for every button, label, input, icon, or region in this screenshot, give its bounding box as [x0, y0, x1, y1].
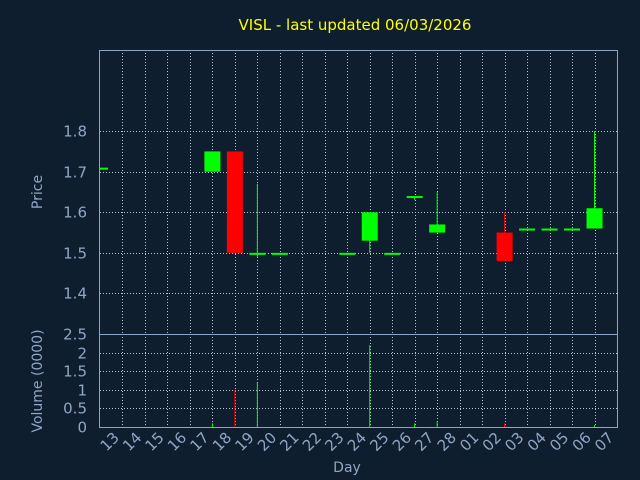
candle-body: [586, 208, 603, 229]
candle-body: [541, 228, 558, 231]
price-panel-frame: [99, 50, 618, 335]
candle-body: [519, 228, 536, 231]
candle-body: [361, 212, 378, 241]
x-axis-label: Day: [333, 460, 361, 476]
candle-body: [204, 151, 221, 172]
candle-body: [496, 232, 513, 261]
price-axis-label: Price: [30, 175, 46, 209]
candle-body: [271, 252, 288, 255]
volume-tick-label: 0.5: [63, 400, 87, 418]
volume-panel-frame: [99, 334, 618, 428]
price-tick-label: 1.4: [63, 285, 87, 303]
volume-tick-label: 0: [77, 419, 87, 437]
candle-body: [406, 196, 423, 199]
candle-body: [339, 252, 356, 255]
price-panel: [100, 131, 603, 261]
grid-lines: [100, 50, 617, 428]
candle-body: [564, 228, 581, 231]
volume-tick-label: 2: [77, 345, 87, 363]
candle-body: [100, 167, 108, 170]
x-tick-label: 07: [591, 429, 617, 455]
price-tick-label: 1.5: [63, 245, 87, 263]
tick-labels: 1.41.51.61.71.800.511.522.51314151617181…: [63, 123, 617, 455]
candle-body: [429, 224, 446, 233]
price-tick-label: 1.8: [63, 123, 87, 141]
volume-panel: [211, 345, 596, 427]
price-tick-label: 1.7: [63, 164, 87, 182]
volume-tick-label: 2.5: [63, 326, 87, 344]
volume-tick-label: 1.5: [63, 363, 87, 381]
volume-tick-label: 1: [77, 382, 87, 400]
volume-axis-label: Volume (0000): [30, 329, 46, 432]
candle-body: [226, 151, 243, 253]
candle-body: [249, 252, 266, 255]
candle-body: [384, 252, 401, 255]
chart-title: VISL - last updated 06/03/2026: [239, 16, 472, 34]
price-tick-label: 1.6: [63, 204, 87, 222]
